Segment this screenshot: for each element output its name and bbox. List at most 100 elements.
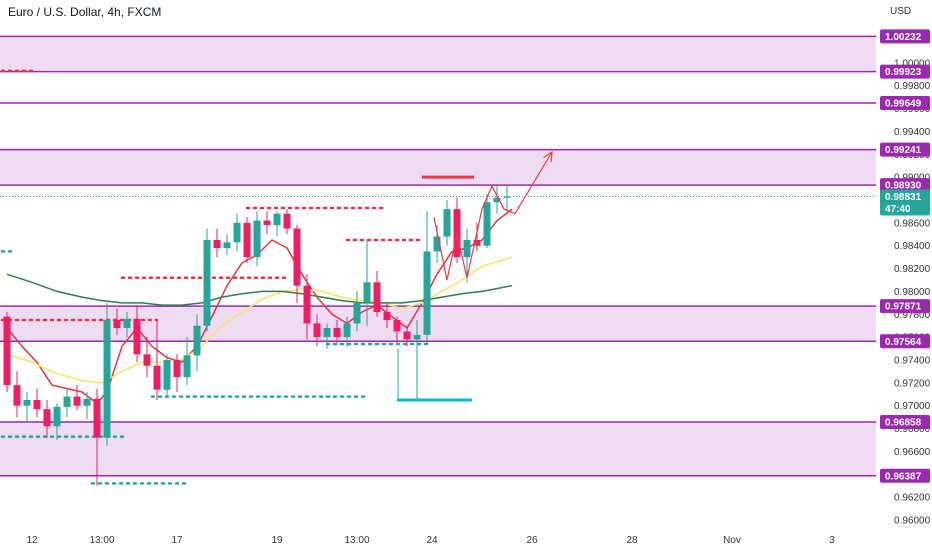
zones-layer	[0, 35, 876, 477]
candle-body-28	[283, 213, 291, 229]
y-tick-label: 0.97000	[894, 401, 931, 412]
projection-arrow-head	[543, 150, 553, 163]
candle-body-22	[223, 242, 231, 248]
candle-body-48	[483, 202, 491, 246]
chart-title: Euro / U.S. Dollar, 4h, FXCM	[8, 5, 161, 19]
y-tick-label: 0.96600	[894, 447, 931, 458]
level-price-badge	[880, 468, 930, 483]
level-price-badge-text: 0.97871	[885, 302, 922, 313]
candle-body-46	[463, 240, 471, 258]
time-axis-background	[0, 528, 876, 550]
zone-1	[0, 149, 876, 186]
y-tick-label: 0.97400	[894, 356, 931, 367]
candle-body-25	[253, 220, 261, 258]
y-tick-label: 0.99800	[894, 81, 931, 92]
x-tick-label: 28	[626, 535, 638, 546]
candle-body-29	[293, 228, 301, 286]
currency-label: USD	[890, 6, 911, 17]
candle-body-45	[453, 209, 461, 258]
y-tick-label: 0.98400	[894, 241, 931, 252]
y-tick-label: 1.00000	[894, 58, 931, 69]
x-tick-label: 12	[26, 535, 38, 546]
candle-body-24	[243, 222, 251, 258]
level-price-badge	[880, 334, 930, 349]
candle-body-44	[443, 209, 451, 237]
candle-body-41	[413, 334, 421, 340]
current-price-badge	[880, 189, 930, 216]
level-price-badge-text: 0.96387	[885, 471, 922, 482]
candle-body-40	[403, 331, 411, 340]
candle-body-49	[493, 197, 501, 203]
y-tick-label: 0.98000	[894, 287, 931, 298]
candle-body-23	[233, 222, 241, 243]
candle-body-12	[123, 318, 131, 328]
zone-3	[0, 421, 876, 476]
level-price-badge	[880, 414, 930, 429]
x-tick-label: 13:00	[344, 535, 369, 546]
candle-body-16	[163, 360, 171, 390]
x-tick-label: 3	[829, 535, 835, 546]
dotted-levels-layer	[0, 69, 876, 485]
y-tick-label: 0.96800	[894, 424, 931, 435]
candle-body-37	[373, 282, 381, 312]
candle-body-30	[303, 285, 311, 324]
annotations-layer	[397, 150, 553, 402]
x-tick-label: 13:00	[89, 535, 114, 546]
candle-body-31	[313, 323, 321, 338]
candles-layer	[3, 185, 511, 486]
level-price-badge	[880, 29, 930, 44]
level-price-badge	[880, 299, 930, 314]
candle-body-9	[93, 398, 101, 438]
candle-body-50	[503, 196, 511, 198]
candle-body-14	[143, 354, 151, 366]
zigzag-projection	[433, 184, 516, 281]
y-tick-label: 0.96000	[894, 516, 931, 527]
level-price-badge	[880, 142, 930, 157]
candle-body-19	[193, 325, 201, 356]
level-price-badge-text: 0.96858	[885, 417, 922, 428]
candle-body-32	[323, 328, 331, 338]
candle-body-0	[3, 316, 11, 386]
candle-body-26	[263, 220, 271, 226]
level-price-badge-text: 0.99241	[885, 145, 922, 156]
zone-0	[0, 36, 876, 72]
level-price-badge	[880, 178, 930, 193]
y-tick-label: 0.97800	[894, 310, 931, 321]
x-tick-label: 24	[426, 535, 438, 546]
level-price-badge	[880, 95, 930, 110]
candle-body-6	[63, 396, 71, 407]
x-tick-label: 17	[171, 535, 183, 546]
candle-body-43	[433, 236, 441, 252]
level-price-badge-text: 0.99649	[885, 98, 922, 109]
projection-arrow-shaft	[514, 151, 553, 215]
candle-body-36	[363, 282, 371, 303]
candle-body-15	[153, 365, 161, 390]
y-tick-label: 0.98200	[894, 264, 931, 275]
candle-body-20	[203, 240, 211, 326]
candle-body-13	[133, 318, 141, 355]
candle-body-1	[13, 385, 21, 406]
y-tick-label: 0.99400	[894, 127, 931, 138]
price-axis-background	[876, 0, 932, 550]
candle-body-47	[473, 240, 481, 246]
candle-body-4	[43, 409, 51, 427]
candle-body-38	[383, 312, 391, 320]
candle-body-10	[103, 320, 111, 438]
moving-average-1	[6, 256, 513, 384]
candle-body-42	[423, 251, 431, 335]
y-tick-label: 0.97200	[894, 378, 931, 389]
candle-body-35	[353, 302, 361, 324]
candle-body-18	[183, 355, 191, 378]
candle-body-21	[213, 240, 221, 248]
candle-body-11	[113, 320, 121, 328]
candle-body-33	[333, 328, 341, 338]
level-price-badge-text: 0.98930	[885, 181, 922, 192]
level-price-badge-text: 1.00232	[885, 32, 922, 43]
moving-average-2	[6, 273, 513, 306]
x-tick-label: 19	[271, 535, 283, 546]
candle-body-39	[393, 320, 401, 332]
current-price-countdown: 47:40	[885, 204, 911, 215]
